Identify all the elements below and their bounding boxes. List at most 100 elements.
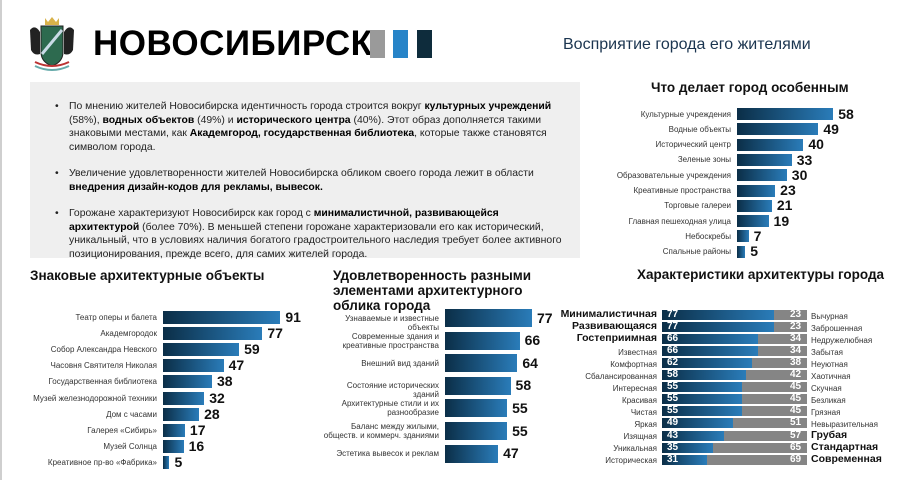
opposite-label: Скучная <box>811 383 842 393</box>
opposite-label: Хаотичная <box>811 371 851 381</box>
bar-value: 17 <box>189 422 206 438</box>
negative-value: 23 <box>790 321 802 333</box>
bar-value: 91 <box>285 308 301 325</box>
chart-title-special: Что делает город особенным <box>651 80 849 95</box>
bar-label: Спальные районы <box>662 247 731 257</box>
bar <box>163 423 185 437</box>
positive-bar <box>662 322 774 333</box>
positive-value: 35 <box>667 441 679 453</box>
negative-bar <box>741 406 807 417</box>
opposite-label: Неуютная <box>811 359 848 369</box>
bar-label: Образовательные учреждения <box>616 170 731 180</box>
negative-bar <box>746 370 807 381</box>
opposite-label: Безликая <box>811 395 846 405</box>
bullet-text: (40%). Этот образ дополняется такими зна… <box>69 114 542 140</box>
bar-label: Узнаваемые и известные объекты <box>345 313 439 332</box>
opposite-label: Современная <box>811 452 882 465</box>
bar-value: 5 <box>174 454 183 471</box>
bar-value: 47 <box>503 445 519 462</box>
positive-bar <box>662 454 707 465</box>
positive-bar <box>662 442 713 453</box>
bar-label: Баланс между жилыми, обществ. и коммерч.… <box>323 422 439 440</box>
bar <box>737 138 804 151</box>
bar-value: 40 <box>808 136 824 153</box>
negative-value: 45 <box>790 381 802 393</box>
bar-value: 58 <box>838 105 854 122</box>
bar-value: 59 <box>244 341 260 357</box>
opposite-label: Грязная <box>811 407 841 417</box>
bullet-text-bold: Академгород, государственная библиотека <box>189 128 415 139</box>
bar-label: Часовня Святителя Николая <box>50 361 157 371</box>
bar-value: 77 <box>267 324 283 341</box>
negative-value: 57 <box>790 429 802 441</box>
positive-value: 77 <box>667 321 679 333</box>
bar-label: Исторический центр <box>655 140 731 150</box>
bar <box>445 422 508 440</box>
bullet-text-bold: исторического центра <box>236 114 351 126</box>
summary-bullet: • Горожане характеризуют Новосибирск как … <box>55 207 570 261</box>
bar <box>445 376 511 395</box>
bullet-text: Горожане характеризуют Новосибирск как г… <box>69 208 314 219</box>
negative-value: 34 <box>790 333 802 345</box>
bar-label: Внешний вид зданий <box>361 358 439 368</box>
negative-bar <box>751 358 807 369</box>
bar <box>163 359 224 373</box>
bar <box>445 444 499 463</box>
bar <box>163 326 263 340</box>
negative-bar <box>724 430 807 441</box>
characteristic-label: Изящная <box>623 432 657 441</box>
characteristic-label: Известная <box>618 347 657 357</box>
chart-title-landmarks: Знаковые архитектурные объекты <box>30 268 265 283</box>
characteristic-label: Красивая <box>622 395 657 405</box>
bar-value: 58 <box>515 377 532 394</box>
bar-value: 66 <box>524 332 541 349</box>
bar <box>737 215 769 228</box>
negative-value: 65 <box>790 441 802 453</box>
bullet-text: (58%), <box>69 114 103 126</box>
bar-value: 33 <box>796 151 813 168</box>
characteristic-label: Развивающаяся <box>571 320 657 333</box>
bar-label: Эстетика вывесок и реклам <box>336 449 439 459</box>
decor-square-gray <box>370 30 385 58</box>
opposite-label: Стандартная <box>811 440 879 453</box>
negative-bar <box>757 334 807 345</box>
positive-value: 77 <box>667 309 679 320</box>
positive-value: 66 <box>667 333 679 345</box>
bar <box>737 230 749 243</box>
bar-label: Архитектурные стили и их разнообразие <box>341 399 439 418</box>
positive-value: 55 <box>667 405 679 417</box>
bar-label: Торговые галереи <box>664 201 731 211</box>
bar-value: 55 <box>512 422 528 439</box>
negative-bar <box>773 322 807 333</box>
bar <box>737 184 776 197</box>
bullet-text: Увеличение удовлетворенности жителей Нов… <box>69 168 534 179</box>
summary-bullet: • Увеличение удовлетворенности жителей Но… <box>55 167 570 194</box>
characteristic-label: Интересная <box>612 383 657 393</box>
bar <box>737 245 746 258</box>
bar-label: Музей Солнца <box>103 442 157 452</box>
bar-value: 5 <box>750 243 759 260</box>
positive-bar <box>662 358 752 369</box>
negative-bar <box>712 442 807 453</box>
negative-bar <box>741 382 807 393</box>
bullet-icon: • <box>55 208 59 219</box>
bar-label: Государственная библиотека <box>48 377 158 387</box>
bar-value: 47 <box>228 357 245 374</box>
bullet-text: (более 70%). В меньшей степени горожане … <box>69 221 562 260</box>
negative-value: 23 <box>790 309 802 320</box>
positive-value: 58 <box>667 369 679 381</box>
opposite-label: Невыразительная <box>811 419 878 429</box>
positive-value: 55 <box>667 381 679 393</box>
page-edge-line <box>0 0 2 480</box>
opposite-label: Недружелюбная <box>811 335 873 345</box>
summary-bullet: • По мнению жителей Новосибирска идентичн… <box>55 100 570 154</box>
bullet-text-bold: минималистичной, развивающейся архитекту… <box>69 208 499 233</box>
bar-label: Культурные учреждения <box>640 109 731 119</box>
coat-of-arms-logo <box>30 17 74 71</box>
bullet-text: По мнению жителей Новосибирска идентично… <box>69 101 425 112</box>
bar <box>737 123 819 136</box>
positive-bar <box>662 430 725 441</box>
negative-bar <box>757 346 807 357</box>
bar <box>163 440 184 454</box>
positive-bar <box>662 370 747 381</box>
